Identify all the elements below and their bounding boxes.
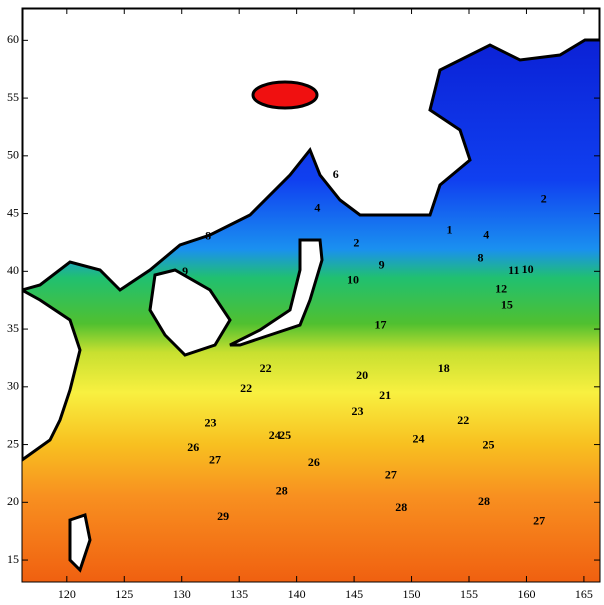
x-tick-label: 155 xyxy=(460,587,478,601)
land-china xyxy=(22,288,82,462)
land-taiwan xyxy=(68,513,92,573)
x-tick-label: 160 xyxy=(517,587,535,601)
contour-label: 2 xyxy=(541,191,547,205)
y-tick-label: 45 xyxy=(7,205,19,219)
x-tick-label: 165 xyxy=(575,587,593,601)
y-tick-label: 50 xyxy=(7,148,19,162)
contour-label: 22 xyxy=(260,361,272,375)
contour-label: 4 xyxy=(483,227,489,241)
contour-label: 2 xyxy=(353,235,359,249)
contour-label: 23 xyxy=(352,404,364,418)
frame xyxy=(21,7,601,583)
x-tick-label: 125 xyxy=(115,587,133,601)
contour-label: 9 xyxy=(379,257,385,271)
contour-label: 29 xyxy=(217,509,229,523)
contour-label: 15 xyxy=(501,298,513,312)
contour-label: 22 xyxy=(457,413,469,427)
y-tick-label: 30 xyxy=(7,379,19,393)
contour-label: 6 xyxy=(333,167,339,181)
contour-label: 20 xyxy=(356,368,368,382)
contour-label: 24 xyxy=(412,432,424,446)
land-north xyxy=(22,8,600,292)
contour-label: 11 xyxy=(508,263,519,277)
contour-label: 25 xyxy=(483,437,495,451)
y-tick-label: 35 xyxy=(7,321,19,335)
x-tick-label: 145 xyxy=(345,587,363,601)
x-tick-label: 130 xyxy=(173,587,191,601)
contour-label: 9 xyxy=(182,264,188,278)
x-tick-label: 135 xyxy=(230,587,248,601)
contour-label: 26 xyxy=(187,440,199,454)
x-tick-label: 120 xyxy=(58,587,76,601)
x-tick-label: 140 xyxy=(288,587,306,601)
contour-label: 27 xyxy=(533,514,545,528)
contour-label: 25 xyxy=(279,428,291,442)
contour-label: 8 xyxy=(477,250,483,264)
contour-label: 26 xyxy=(308,455,320,469)
contour-label: 28 xyxy=(478,494,490,508)
contour-label: 23 xyxy=(204,416,216,430)
y-tick-label: 60 xyxy=(7,32,19,46)
contour-label: 28 xyxy=(395,500,407,514)
contour-label: 27 xyxy=(385,467,397,481)
y-tick-label: 15 xyxy=(7,552,19,566)
contour-label: 1 xyxy=(446,223,452,237)
contour-label: 28 xyxy=(276,484,288,498)
contour-label: 10 xyxy=(522,262,534,276)
contour-label: 8 xyxy=(205,228,211,242)
island xyxy=(251,80,319,110)
y-tick-label: 25 xyxy=(7,436,19,450)
contour-label: 10 xyxy=(347,272,359,286)
x-tick-label: 150 xyxy=(403,587,421,601)
y-tick-label: 20 xyxy=(7,494,19,508)
contour-label: 27 xyxy=(209,452,221,466)
contour-label: 12 xyxy=(495,282,507,296)
contour-label: 22 xyxy=(240,381,252,395)
axes: 120 125 130 135 140 145 150 155 160 1651520253035… xyxy=(7,8,600,601)
contour-label: 17 xyxy=(375,317,387,331)
y-tick-label: 40 xyxy=(7,263,19,277)
contour-label: 18 xyxy=(438,361,450,375)
fields xyxy=(22,8,600,582)
y-tick-label: 55 xyxy=(7,90,19,104)
contour-label: 21 xyxy=(379,388,391,402)
contour-label: 24 xyxy=(269,428,281,442)
land-japan xyxy=(229,238,324,347)
land-korea xyxy=(148,268,232,357)
contour-label: 4 xyxy=(314,201,320,215)
